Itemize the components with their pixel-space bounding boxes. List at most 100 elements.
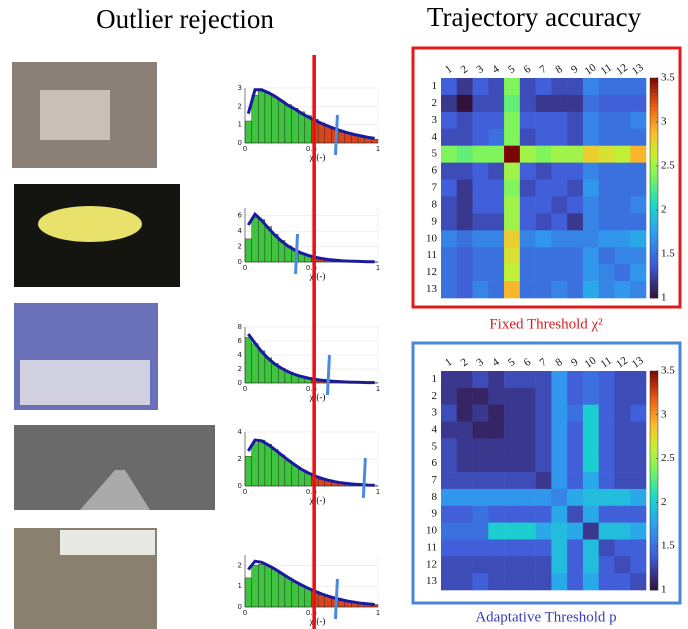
colorbar-step xyxy=(650,239,658,243)
heat-cell xyxy=(488,95,504,112)
heat-cell xyxy=(583,422,599,439)
heat-cell xyxy=(473,472,489,489)
heat-cell xyxy=(567,146,583,163)
heat-cell xyxy=(520,112,536,129)
col-label: 10 xyxy=(583,354,599,370)
row-label: 5 xyxy=(432,148,438,160)
heat-cell xyxy=(583,129,599,146)
heat-cell xyxy=(567,455,583,472)
heat-cell xyxy=(441,264,457,281)
heat-cell xyxy=(536,472,552,489)
heat-cell xyxy=(441,438,457,455)
heat-cell xyxy=(599,573,615,590)
colorbar-step xyxy=(650,254,658,258)
heat-cell xyxy=(599,455,615,472)
heat-cell xyxy=(614,539,630,556)
heat-cell xyxy=(551,247,567,264)
heat-cell xyxy=(441,95,457,112)
heat-cell xyxy=(520,573,536,590)
heat-cell xyxy=(441,213,457,230)
hist-bar xyxy=(278,574,285,607)
y-tick-label: 6 xyxy=(238,212,243,220)
adaptive-threshold xyxy=(335,579,337,619)
heat-cell xyxy=(583,146,599,163)
heat-cell xyxy=(504,146,520,163)
colorbar-step xyxy=(650,107,658,111)
heat-cell xyxy=(614,264,630,281)
colorbar-step xyxy=(650,532,658,536)
row-label: 3 xyxy=(432,114,438,126)
heat-cell xyxy=(504,388,520,405)
colorbar-step xyxy=(650,546,658,550)
heat-cell xyxy=(488,112,504,129)
heat-cell xyxy=(567,506,583,523)
colorbar-step xyxy=(650,173,658,177)
colorbar-step xyxy=(650,214,658,218)
heat-cell xyxy=(441,78,457,95)
colorbar-step xyxy=(650,375,658,379)
hist-bar xyxy=(245,456,252,486)
heat-cell xyxy=(504,78,520,95)
heat-cell xyxy=(504,573,520,590)
heat-cell xyxy=(457,95,473,112)
heat-cell xyxy=(520,129,536,146)
heat-cell xyxy=(520,230,536,247)
x-axis-label: χ²(-) xyxy=(309,152,326,162)
hist-bar xyxy=(272,97,279,143)
photo-detail xyxy=(60,530,155,555)
right-title: Trajectory accuracy xyxy=(427,2,642,32)
heat-cell xyxy=(551,422,567,439)
col-label: 1 xyxy=(443,63,454,76)
colorbar-step xyxy=(650,96,658,100)
heat-cell xyxy=(504,556,520,573)
photo-detail xyxy=(20,360,150,405)
heat-cell xyxy=(536,281,552,298)
heat-cell xyxy=(536,180,552,197)
heat-cell xyxy=(567,163,583,180)
heat-cell xyxy=(457,264,473,281)
colorbar-step xyxy=(650,203,658,207)
col-label: 1 xyxy=(443,356,454,369)
heat-cell xyxy=(473,523,489,540)
heat-cell xyxy=(504,112,520,129)
heat-cell xyxy=(614,472,630,489)
x-tick-label: 0 xyxy=(243,264,247,272)
hist-bar xyxy=(325,127,332,144)
x-tick-label: 1 xyxy=(376,264,380,272)
heat-cell xyxy=(599,523,615,540)
hist-bar xyxy=(258,564,265,607)
heat-cell xyxy=(520,523,536,540)
heat-cell xyxy=(536,264,552,281)
y-tick-label: 2 xyxy=(238,455,242,463)
heat-cell xyxy=(614,388,630,405)
heat-cell xyxy=(488,388,504,405)
heat-cell xyxy=(488,506,504,523)
heat-cell xyxy=(630,422,646,439)
x-tick-label: 0 xyxy=(243,385,247,393)
heat-cell xyxy=(583,523,599,540)
heat-cell xyxy=(599,247,615,264)
x-tick-label: 0 xyxy=(243,609,247,617)
heat-cell xyxy=(551,556,567,573)
adaptive-threshold xyxy=(363,458,365,498)
colorbar-step xyxy=(650,151,658,155)
hist-bar xyxy=(245,121,252,143)
heat-cell xyxy=(583,455,599,472)
colorbar-step xyxy=(650,100,658,104)
heat-cell xyxy=(630,556,646,573)
heat-cell xyxy=(457,281,473,298)
heat-cell xyxy=(567,264,583,281)
colorbar-step xyxy=(650,166,658,170)
heat-cell xyxy=(504,523,520,540)
heat-cell xyxy=(614,573,630,590)
heat-cell xyxy=(473,247,489,264)
colorbar-step xyxy=(650,371,658,375)
colorbar-step xyxy=(650,280,658,284)
colorbar-step xyxy=(650,82,658,86)
colorbar-step xyxy=(650,217,658,221)
heat-cell xyxy=(583,213,599,230)
heat-cell xyxy=(551,489,567,506)
colorbar-step xyxy=(650,557,658,561)
y-tick-label: 0 xyxy=(238,258,242,266)
hist-bar xyxy=(292,582,299,607)
